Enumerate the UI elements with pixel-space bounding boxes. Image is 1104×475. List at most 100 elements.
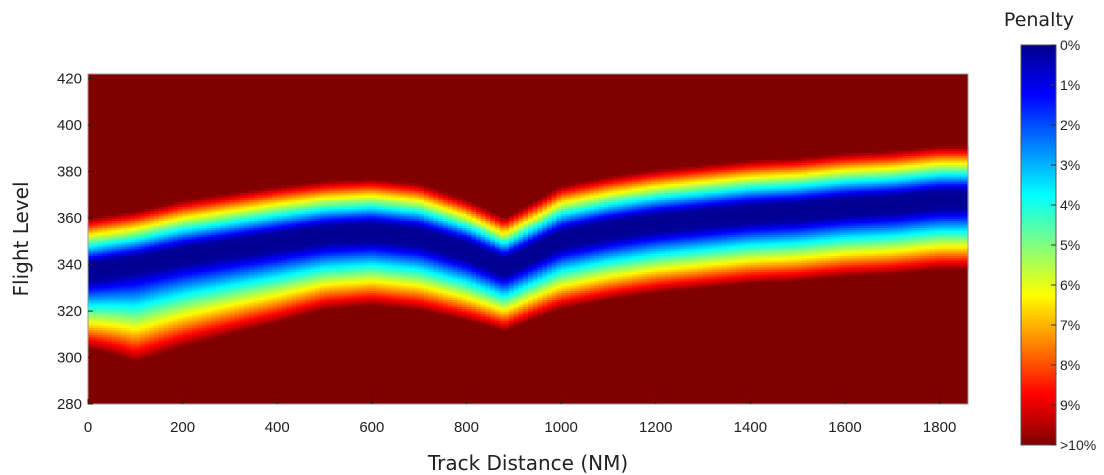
heatmap-cell	[140, 234, 146, 238]
heatmap-cell	[149, 348, 155, 352]
heatmap-cell	[88, 280, 94, 284]
heatmap-cell	[376, 211, 382, 215]
heatmap-cell	[329, 294, 335, 298]
heatmap-cell	[111, 257, 117, 261]
heatmap-cell	[466, 232, 472, 235]
heatmap-cell	[97, 287, 103, 291]
heatmap-cell	[121, 355, 127, 359]
heatmap-cell	[173, 269, 179, 273]
heatmap-cell	[211, 215, 217, 219]
heatmap-cell	[381, 236, 387, 240]
heatmap-cell	[102, 257, 108, 261]
heatmap-cell	[457, 252, 463, 256]
heatmap-cell	[125, 241, 132, 245]
heatmap-cell	[471, 236, 477, 240]
heatmap-cell	[140, 313, 146, 317]
heatmap-cell	[234, 264, 240, 268]
heatmap-cell	[220, 266, 226, 270]
heatmap-cell	[182, 290, 188, 294]
heatmap-cell	[395, 192, 401, 196]
heatmap-cell	[371, 183, 378, 187]
heatmap-cell	[192, 320, 198, 324]
heatmap-cell	[272, 315, 278, 319]
heatmap-cell	[92, 250, 99, 254]
heatmap-cell	[149, 329, 155, 333]
heatmap-cell	[234, 234, 240, 238]
heatmap-cell	[196, 311, 203, 314]
heatmap-cell	[149, 327, 155, 331]
heatmap-cell	[494, 290, 501, 294]
heatmap-cell	[168, 225, 174, 228]
heatmap-cell	[423, 206, 430, 210]
heatmap-cell	[423, 234, 430, 238]
heatmap-cell	[300, 271, 307, 275]
heatmap-cell	[352, 264, 359, 268]
heatmap-cell	[272, 211, 278, 215]
heatmap-cell	[277, 250, 283, 254]
heatmap-cell	[135, 278, 141, 282]
heatmap-cell	[457, 278, 463, 282]
heatmap-cell	[466, 248, 472, 252]
heatmap-cell	[102, 345, 108, 349]
heatmap-cell	[300, 283, 307, 287]
heatmap-cell	[158, 338, 165, 342]
heatmap-cell	[211, 276, 217, 280]
heatmap-cell	[272, 197, 278, 201]
heatmap-cell	[352, 273, 359, 277]
heatmap-cell	[409, 248, 416, 252]
heatmap-cell	[461, 290, 468, 294]
heatmap-cell	[324, 190, 330, 194]
heatmap-cell	[381, 192, 387, 196]
heatmap-cell	[244, 243, 250, 247]
heatmap-cell	[494, 311, 501, 314]
heatmap-cell	[211, 197, 217, 201]
heatmap-cell	[192, 292, 198, 296]
heatmap-cell	[362, 297, 368, 301]
heatmap-cell	[277, 190, 283, 194]
heatmap-cell	[168, 334, 174, 338]
heatmap-cell	[97, 252, 103, 256]
heatmap-cell	[371, 294, 378, 298]
heatmap-cell	[248, 197, 255, 201]
heatmap-cell	[267, 280, 274, 284]
heatmap-cell	[187, 273, 193, 277]
heatmap-cell	[220, 322, 226, 326]
heatmap-cell	[149, 225, 155, 228]
heatmap-cell	[253, 297, 259, 301]
heatmap-cell	[438, 257, 444, 261]
heatmap-cell	[305, 201, 311, 205]
heatmap-cell	[187, 322, 193, 326]
heatmap-cell	[225, 315, 231, 319]
heatmap-cell	[277, 311, 283, 314]
heatmap-cell	[300, 252, 307, 256]
heatmap-cell	[281, 273, 288, 277]
heatmap-cell	[187, 222, 193, 226]
heatmap-cell	[371, 239, 378, 242]
heatmap-cell	[324, 199, 330, 203]
heatmap-cell	[234, 322, 240, 326]
heatmap-cell	[371, 180, 378, 184]
heatmap-cell	[305, 194, 311, 198]
heatmap-cell	[480, 308, 487, 312]
heatmap-cell	[239, 273, 245, 277]
heatmap-cell	[135, 301, 141, 305]
heatmap-cell	[404, 213, 411, 217]
heatmap-cell	[149, 308, 155, 312]
heatmap-cell	[404, 245, 411, 249]
heatmap-cell	[471, 271, 477, 275]
heatmap-cell	[121, 345, 127, 349]
heatmap-cell	[201, 227, 207, 231]
heatmap-cell	[296, 311, 302, 314]
heatmap-cell	[111, 234, 117, 238]
heatmap-cell	[362, 199, 368, 203]
heatmap-cell	[206, 322, 212, 326]
heatmap-cell	[111, 324, 117, 328]
heatmap-cell	[400, 211, 406, 215]
heatmap-cell	[97, 257, 103, 261]
heatmap-cell	[324, 211, 330, 215]
heatmap-cell	[367, 287, 373, 291]
heatmap-cell	[277, 262, 283, 266]
heatmap-cell	[177, 311, 184, 314]
heatmap-cell	[367, 192, 373, 196]
heatmap-cell	[310, 273, 316, 277]
